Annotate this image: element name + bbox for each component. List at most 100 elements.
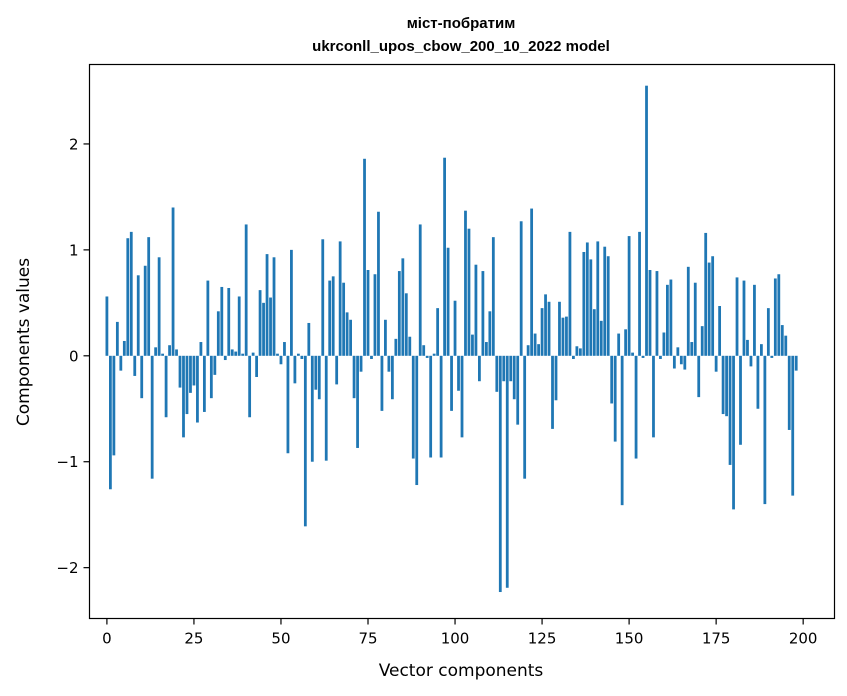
bar-11 bbox=[143, 265, 147, 356]
bar-138 bbox=[585, 242, 589, 356]
bar-55 bbox=[296, 353, 300, 356]
bar-178 bbox=[725, 355, 728, 417]
bar-111 bbox=[491, 237, 495, 356]
bar-131 bbox=[561, 317, 565, 356]
bar-140 bbox=[592, 309, 596, 356]
bar-25 bbox=[192, 355, 196, 386]
bar-168 bbox=[690, 342, 694, 356]
bar-146 bbox=[613, 355, 617, 442]
bar-166 bbox=[683, 355, 687, 370]
x-tick-label-4: 100 bbox=[441, 630, 470, 648]
bar-128 bbox=[551, 355, 554, 429]
bar-20 bbox=[175, 349, 178, 356]
bar-194 bbox=[780, 325, 784, 356]
bar-176 bbox=[718, 306, 722, 356]
bar-133 bbox=[568, 231, 572, 356]
y-tick-label-2: 0 bbox=[69, 347, 79, 365]
bar-157 bbox=[652, 355, 655, 438]
bar-76 bbox=[370, 355, 373, 359]
bar-177 bbox=[721, 355, 725, 415]
bar-66 bbox=[335, 355, 339, 385]
bar-47 bbox=[269, 297, 272, 356]
bar-32 bbox=[216, 311, 220, 356]
bar-182 bbox=[739, 355, 742, 445]
bar-107 bbox=[478, 355, 481, 382]
plot-frame bbox=[88, 63, 836, 620]
bar-156 bbox=[648, 270, 652, 356]
bar-149 bbox=[624, 329, 628, 356]
bar-48 bbox=[272, 257, 276, 356]
bar-69 bbox=[345, 312, 349, 356]
bar-26 bbox=[196, 355, 199, 423]
bar-4 bbox=[119, 355, 123, 371]
bar-117 bbox=[512, 355, 516, 400]
bar-53 bbox=[290, 249, 293, 356]
bar-91 bbox=[422, 345, 426, 356]
bar-90 bbox=[418, 224, 422, 356]
bar-61 bbox=[317, 355, 321, 400]
bar-158 bbox=[655, 271, 659, 356]
bar-97 bbox=[443, 157, 446, 356]
bar-186 bbox=[753, 284, 756, 356]
bar-33 bbox=[220, 286, 224, 356]
bar-135 bbox=[575, 346, 579, 356]
bar-30 bbox=[209, 355, 213, 399]
bar-29 bbox=[206, 280, 210, 356]
bar-129 bbox=[554, 355, 558, 401]
bar-147 bbox=[617, 333, 621, 356]
bar-31 bbox=[213, 355, 217, 375]
bar-2 bbox=[112, 355, 116, 456]
x-axis-ticks: 0 25 50 75 100 125 150 175 200 bbox=[102, 618, 817, 648]
bar-102 bbox=[460, 355, 464, 438]
bar-68 bbox=[342, 282, 346, 356]
bar-197 bbox=[791, 355, 795, 496]
bar-150 bbox=[627, 236, 631, 356]
bar-88 bbox=[411, 355, 415, 459]
bar-84 bbox=[397, 271, 401, 356]
bar-67 bbox=[338, 241, 342, 356]
bar-39 bbox=[241, 353, 245, 356]
y-tick-label-1: −1 bbox=[56, 453, 78, 471]
bar-58 bbox=[307, 322, 311, 356]
bar-3 bbox=[115, 321, 119, 356]
bar-82 bbox=[390, 355, 394, 400]
bar-35 bbox=[227, 288, 231, 356]
bar-40 bbox=[244, 224, 248, 356]
bar-151 bbox=[631, 352, 634, 356]
bar-28 bbox=[202, 355, 206, 412]
bar-162 bbox=[669, 279, 673, 356]
bar-104 bbox=[467, 228, 471, 356]
x-tick-label-0: 0 bbox=[102, 630, 112, 648]
bar-41 bbox=[248, 355, 252, 418]
bar-198 bbox=[794, 355, 798, 371]
bar-10 bbox=[140, 355, 144, 399]
bar-144 bbox=[606, 256, 610, 356]
bar-56 bbox=[300, 355, 304, 359]
bar-108 bbox=[481, 271, 485, 356]
bar-190 bbox=[766, 308, 770, 356]
bar-65 bbox=[331, 276, 335, 356]
bar-113 bbox=[498, 355, 502, 593]
bar-74 bbox=[363, 158, 366, 356]
bar-78 bbox=[377, 211, 380, 356]
bar-15 bbox=[157, 257, 161, 356]
bar-23 bbox=[185, 355, 189, 415]
bar-22 bbox=[182, 355, 185, 438]
bar-130 bbox=[558, 301, 561, 356]
bar-165 bbox=[679, 355, 683, 365]
bar-132 bbox=[565, 316, 568, 356]
bar-183 bbox=[742, 280, 746, 356]
bar-169 bbox=[693, 282, 697, 356]
bar-99 bbox=[450, 355, 453, 411]
bar-71 bbox=[352, 355, 356, 399]
y-axis-label: Components values bbox=[14, 258, 34, 426]
bar-72 bbox=[356, 355, 359, 448]
bar-136 bbox=[578, 348, 582, 356]
bar-81 bbox=[387, 355, 391, 372]
bar-112 bbox=[495, 355, 499, 392]
bar-93 bbox=[429, 355, 433, 458]
chart-title: міст-побратим bbox=[407, 15, 516, 32]
y-tick-label-0: −2 bbox=[56, 559, 78, 577]
bar-175 bbox=[714, 355, 718, 372]
